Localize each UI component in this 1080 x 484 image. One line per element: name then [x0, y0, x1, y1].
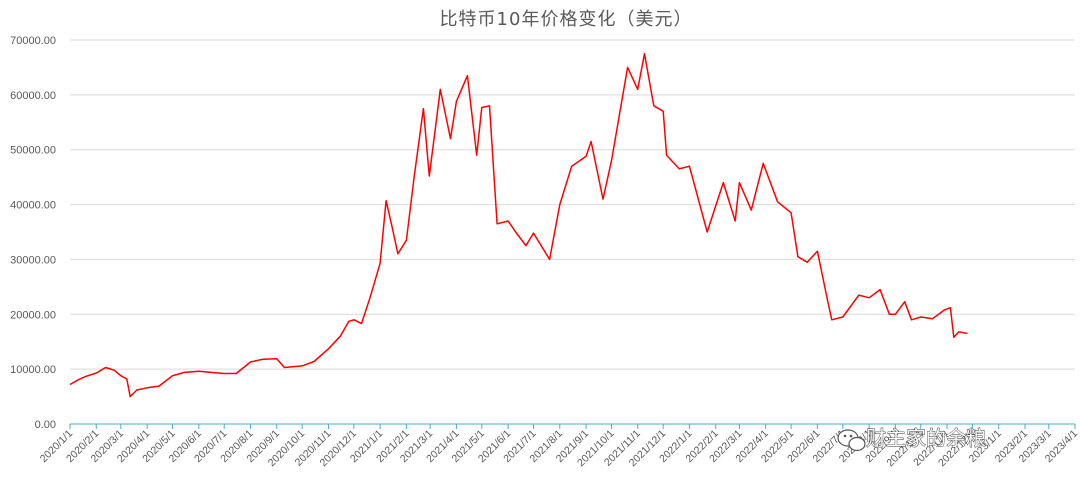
y-tick-label: 50000.00 [10, 145, 56, 157]
gridlines [70, 39, 1075, 370]
y-axis-tick-labels: 0.00 10000.00 20000.00 30000.00 40000.00 5000… [10, 35, 56, 431]
watermark-text: 财主家的余粮 [866, 426, 986, 450]
y-tick-label: 0.00 [35, 419, 56, 431]
y-tick-label: 70000.00 [10, 35, 56, 47]
chart-title: 比特币10年价格变化（美元） [440, 9, 693, 30]
y-tick-label: 30000.00 [10, 254, 56, 266]
price-series-line [69, 52, 968, 398]
y-tick-label: 40000.00 [10, 200, 56, 212]
y-tick-label: 60000.00 [10, 90, 56, 102]
watermark: 财主家的余粮 [837, 426, 986, 452]
y-tick-label: 20000.00 [10, 309, 56, 321]
y-tick-label: 10000.00 [10, 364, 56, 376]
wechat-icon [837, 429, 866, 452]
series-group [69, 52, 968, 398]
